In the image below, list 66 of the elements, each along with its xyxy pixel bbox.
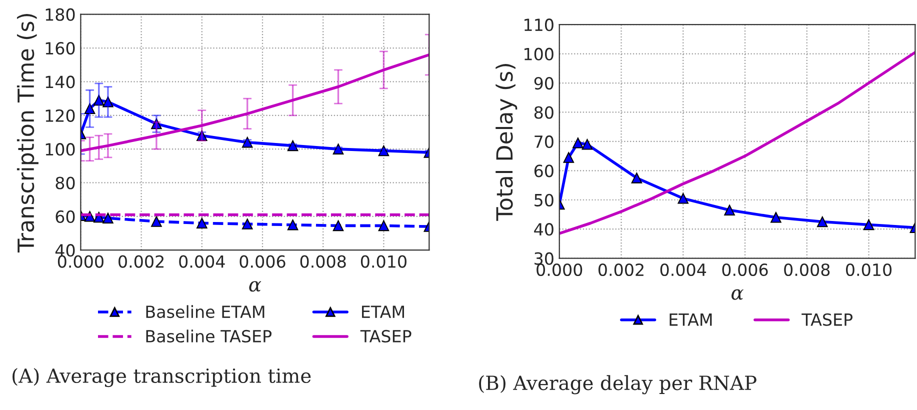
legend-label: ETAM: [670, 314, 712, 326]
point: [678, 193, 689, 204]
y-tick-label: 180: [46, 8, 75, 21]
x-tick-label: 0.006: [722, 263, 768, 276]
point: [93, 94, 104, 106]
point: [563, 152, 574, 163]
y-tick-label: 40: [534, 223, 554, 236]
y-tick-label: 30: [534, 252, 554, 265]
y-tick-label: 100: [46, 143, 75, 156]
legend-label: TASEP: [802, 313, 853, 326]
point: [287, 140, 298, 152]
y-axis-title: Total Delay (s): [496, 64, 518, 221]
x-tick-label: 0.008: [784, 263, 830, 276]
y-tick-label: 100: [524, 48, 554, 60]
x-tick-label: 0.004: [660, 263, 706, 276]
y-tick-label: 60: [534, 164, 554, 178]
y-tick-label: 140: [46, 76, 75, 88]
point: [332, 220, 344, 232]
point: [84, 103, 96, 114]
x-tick-label: 0.010: [846, 263, 892, 276]
point: [582, 138, 593, 150]
y-tick-label: 90: [534, 76, 554, 90]
line-series: [559, 50, 916, 235]
x-axis-title: α: [249, 281, 262, 292]
point: [151, 118, 162, 130]
point: [378, 220, 390, 232]
x-tick-label: 0.000: [58, 255, 104, 268]
x-tick-label: 0.002: [598, 263, 644, 276]
y-tick-label: 70: [534, 135, 554, 148]
x-tick-label: 0.010: [360, 255, 406, 268]
y-tick-label: 160: [46, 42, 75, 55]
point: [631, 172, 642, 184]
x-tick-label: 0.000: [536, 263, 582, 276]
point: [378, 145, 390, 156]
y-tick-label: 110: [524, 18, 554, 32]
text: (B) Average delay per RNAP: [479, 375, 756, 394]
point: [724, 204, 735, 216]
text: (A) Average transcription time: [12, 368, 311, 388]
point: [102, 212, 114, 224]
point: [332, 144, 344, 154]
y-tick-label: 60: [56, 210, 75, 223]
x-axis-title: α: [732, 289, 744, 300]
legend-label: Baseline ETAM: [146, 305, 264, 318]
point: [572, 138, 584, 148]
x-tick-label: 0.006: [240, 255, 286, 268]
point: [770, 212, 782, 223]
y-tick-label: 80: [534, 106, 554, 119]
point: [102, 96, 114, 108]
point: [242, 218, 253, 230]
point: [287, 219, 298, 230]
legend-label: ETAM: [362, 306, 404, 318]
point: [863, 219, 874, 230]
x-tick-label: 0.004: [179, 255, 225, 268]
y-tick-label: 40: [55, 244, 75, 257]
point: [816, 216, 828, 228]
y-tick-label: 80: [56, 176, 75, 190]
line-series: [80, 53, 430, 152]
y-tick-label: 120: [46, 109, 75, 122]
legend-label: Baseline TASEP: [146, 330, 272, 343]
point: [151, 216, 162, 227]
y-tick-label: 50: [534, 194, 554, 206]
legend-label: TASEP: [360, 330, 412, 343]
x-tick-label: 0.008: [300, 255, 346, 268]
y-axis-title: Transcription Time (s): [16, 14, 38, 252]
point: [196, 218, 208, 229]
x-tick-label: 0.002: [118, 255, 164, 268]
